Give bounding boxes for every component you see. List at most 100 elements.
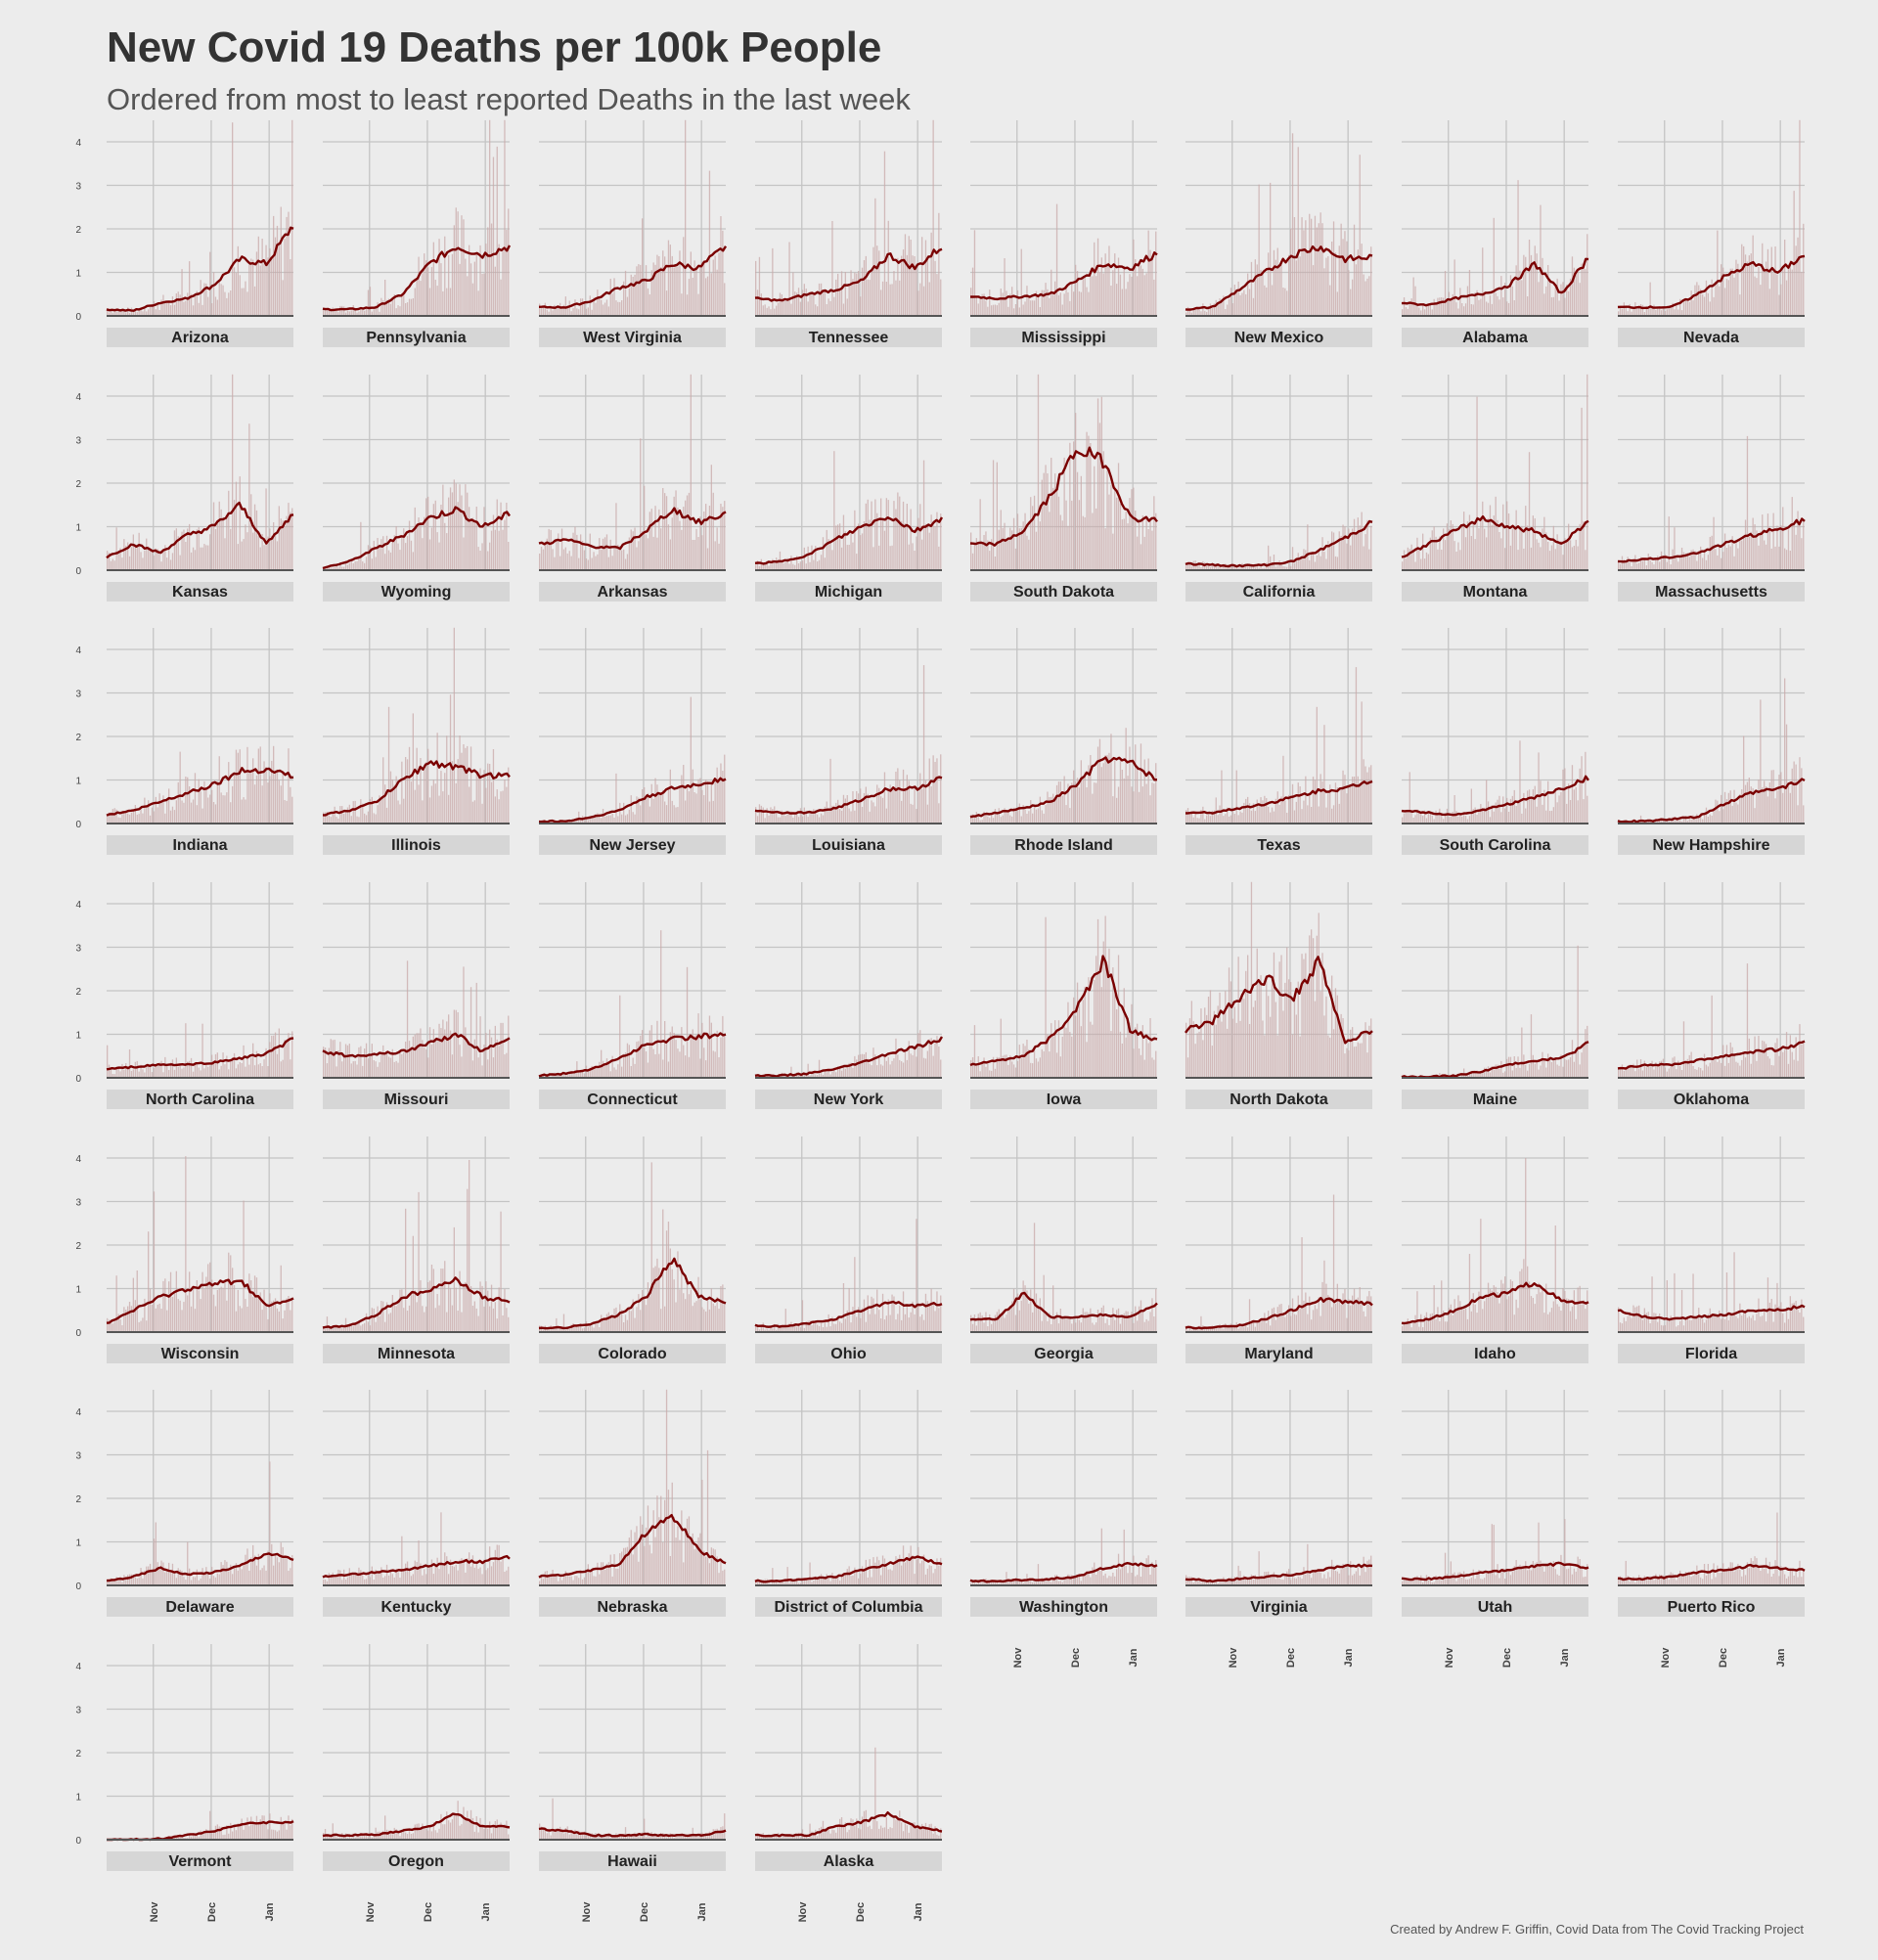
facet-strip-label: Minnesota [378, 1346, 455, 1362]
daily-bar [360, 1046, 362, 1078]
daily-bar [813, 559, 815, 570]
daily-bar [1737, 548, 1739, 570]
daily-bar [414, 1290, 416, 1332]
daily-bar [556, 1073, 558, 1078]
daily-bar [1213, 303, 1215, 316]
daily-bar [1321, 1281, 1323, 1332]
daily-bar [201, 547, 203, 570]
daily-bar [970, 532, 972, 570]
average-line [1185, 780, 1373, 815]
daily-bar [1325, 1283, 1327, 1332]
daily-bar [1346, 1317, 1348, 1332]
daily-bar [924, 1058, 927, 1078]
daily-bar [438, 542, 440, 570]
daily-bar [758, 1329, 761, 1332]
daily-bar [365, 1043, 368, 1078]
daily-bar [451, 492, 454, 570]
daily-bar [1662, 820, 1665, 824]
daily-bar [142, 557, 144, 570]
daily-bar [1705, 280, 1708, 316]
daily-bar [232, 1574, 234, 1585]
daily-bar [140, 552, 142, 570]
daily-bar [1643, 1308, 1645, 1332]
daily-bar [189, 1060, 191, 1078]
daily-bar [1715, 1058, 1717, 1078]
daily-bar [1243, 802, 1245, 824]
daily-bar [883, 772, 886, 824]
daily-bar [673, 1033, 675, 1078]
daily-bar [1756, 1060, 1758, 1078]
daily-bar [815, 546, 817, 570]
y-tick-label: 0 [75, 1074, 81, 1085]
daily-bar [239, 1306, 241, 1332]
daily-bar [233, 500, 236, 570]
daily-bar [887, 1299, 889, 1332]
daily-bar [562, 1072, 565, 1078]
daily-bar [607, 1063, 609, 1078]
daily-bar [1137, 1320, 1139, 1332]
daily-bar [290, 1059, 291, 1078]
daily-bar [209, 1065, 211, 1078]
daily-bar [1662, 1325, 1665, 1332]
daily-bar [1123, 518, 1125, 570]
daily-bar [1305, 776, 1307, 824]
daily-bar [339, 561, 341, 570]
daily-bar [1022, 805, 1024, 824]
daily-bar [1799, 1024, 1801, 1078]
daily-bar [252, 532, 254, 570]
daily-bar [123, 309, 125, 316]
daily-bar [854, 272, 856, 316]
daily-bar [471, 283, 474, 316]
daily-bar [235, 481, 238, 570]
daily-bar [1258, 806, 1260, 824]
daily-bar [130, 1574, 133, 1585]
y-tick-label: 0 [75, 1581, 81, 1592]
daily-bar [1325, 558, 1327, 570]
daily-bar [970, 288, 972, 316]
daily-bar [673, 1279, 675, 1332]
daily-bar [683, 237, 685, 316]
daily-bar [175, 1270, 177, 1332]
daily-bar [371, 1044, 373, 1078]
daily-bar [1621, 308, 1624, 316]
daily-bar [332, 1572, 334, 1585]
daily-bar [1448, 817, 1451, 824]
daily-bar [427, 267, 429, 316]
daily-bar [1041, 1048, 1043, 1078]
daily-bar [1334, 1303, 1337, 1332]
daily-bar [1470, 1073, 1472, 1078]
daily-bar [269, 1461, 271, 1585]
daily-bar [1370, 525, 1372, 570]
daily-bar [724, 1569, 726, 1585]
daily-bar [187, 292, 189, 316]
daily-bar [562, 304, 565, 316]
daily-bar [1018, 307, 1020, 316]
daily-bar [448, 794, 450, 824]
daily-bar [938, 212, 940, 316]
daily-bar [936, 1291, 938, 1332]
facet-panel: Connecticut [538, 882, 727, 1109]
daily-bar [1073, 997, 1075, 1078]
daily-bar [1370, 1018, 1372, 1078]
daily-bar [1623, 302, 1625, 316]
daily-bar [1311, 807, 1313, 824]
daily-bar [1795, 1037, 1797, 1078]
daily-bar [1543, 789, 1545, 824]
daily-bar [1521, 280, 1523, 316]
daily-bar [1092, 276, 1094, 316]
daily-bar [1316, 1309, 1318, 1332]
daily-bar [1511, 286, 1513, 316]
daily-bar [697, 1013, 699, 1078]
daily-bar [858, 523, 860, 570]
daily-bar [1069, 300, 1071, 316]
daily-bar [1764, 540, 1766, 570]
daily-bar [1311, 1319, 1313, 1332]
daily-bar [1638, 305, 1640, 316]
daily-bar [977, 816, 979, 824]
daily-bar [919, 1563, 921, 1585]
daily-bar [1140, 743, 1142, 824]
y-tick-label: 3 [75, 436, 81, 447]
daily-bar [1766, 248, 1769, 316]
daily-bar [971, 1057, 974, 1078]
daily-bar [1073, 1319, 1075, 1332]
